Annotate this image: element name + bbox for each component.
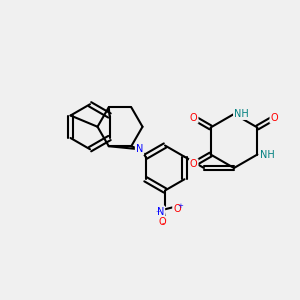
Text: +: + bbox=[178, 203, 184, 209]
Text: NH: NH bbox=[260, 149, 275, 160]
Text: O: O bbox=[271, 113, 278, 123]
Text: O: O bbox=[190, 113, 197, 123]
Text: N: N bbox=[136, 144, 143, 154]
Text: O: O bbox=[173, 203, 181, 214]
Text: NH: NH bbox=[234, 109, 249, 119]
Text: N: N bbox=[157, 206, 164, 217]
Text: O: O bbox=[190, 159, 197, 169]
Text: -: - bbox=[162, 220, 165, 229]
Text: +: + bbox=[155, 209, 160, 214]
Text: O: O bbox=[158, 217, 166, 227]
